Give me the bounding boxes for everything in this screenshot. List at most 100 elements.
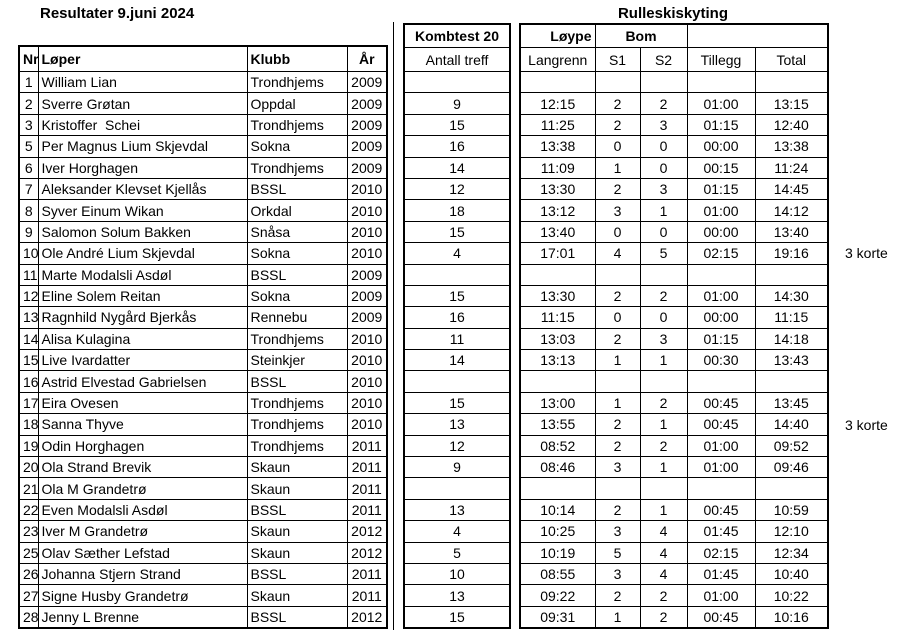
cell-tillegg: 01:00	[686, 92, 756, 115]
cell-tillegg: 00:15	[686, 156, 756, 179]
cell-ar: 2009	[346, 135, 388, 158]
cell-ar: 2010	[346, 177, 388, 201]
rulleski-row: 11:09 1 0 00:15 11:24	[519, 156, 829, 179]
cell-total: 09:46	[754, 456, 829, 479]
kombtest-row: 12	[403, 434, 511, 458]
results-row: 6 Iver Horghagen Trondhjems 2009	[18, 156, 388, 179]
cell-klubb: Sokna	[246, 135, 348, 158]
cell-antall-treff: 5	[403, 541, 511, 564]
cell-tillegg	[686, 370, 756, 393]
cell-nr: 20	[18, 456, 39, 479]
cell-nr: 12	[18, 284, 39, 308]
group-header-empty	[686, 23, 829, 48]
cell-loper: Odin Horghagen	[37, 434, 248, 458]
cell-antall-treff: 12	[403, 434, 511, 458]
cell-ar: 2010	[346, 391, 388, 415]
cell-nr: 27	[18, 584, 39, 607]
cell-nr: 17	[18, 391, 39, 415]
column-header-s1: S1	[594, 47, 641, 72]
cell-s2: 4	[639, 541, 688, 564]
kombtest-row	[403, 477, 511, 500]
cell-nr: 18	[18, 413, 39, 436]
cell-loper: William Lian	[37, 70, 248, 94]
cell-tillegg: 01:45	[686, 520, 756, 543]
cell-langrenn: 10:14	[519, 498, 596, 522]
kombtest-row: 13	[403, 413, 511, 436]
cell-langrenn: 11:09	[519, 156, 596, 179]
rulleski-row: 09:22 2 2 01:00 10:22	[519, 584, 829, 607]
rulleski-row: 13:03 2 3 01:15 14:18	[519, 327, 829, 351]
cell-s1: 2	[594, 92, 641, 115]
cell-klubb: BSSL	[246, 562, 348, 586]
rulleski-row: 13:40 0 0 00:00 13:40	[519, 220, 829, 244]
cell-ar: 2010	[346, 327, 388, 351]
cell-nr: 3	[18, 113, 39, 137]
cell-langrenn: 08:55	[519, 562, 596, 586]
cell-klubb: BSSL	[246, 605, 348, 629]
cell-s1: 4	[594, 242, 641, 265]
cell-total: 13:40	[754, 220, 829, 244]
kombtest-row: 4	[403, 242, 511, 265]
column-header-klubb: Klubb	[246, 45, 348, 72]
cell-ar: 2010	[346, 199, 388, 222]
cell-tillegg: 01:45	[686, 562, 756, 586]
cell-nr: 13	[18, 306, 39, 329]
cell-antall-treff: 4	[403, 520, 511, 543]
cell-loper: Marte Modalsli Asdøl	[37, 263, 248, 286]
cell-total: 11:24	[754, 156, 829, 179]
results-row: 15 Live Ivardatter Steinkjer 2010	[18, 349, 388, 372]
cell-ar: 2010	[346, 370, 388, 393]
cell-nr: 19	[18, 434, 39, 458]
cell-klubb: Orkdal	[246, 199, 348, 222]
rulleski-row: 17:01 4 5 02:15 19:16	[519, 242, 829, 265]
cell-s2: 0	[639, 156, 688, 179]
cell-ar: 2011	[346, 498, 388, 522]
rulleski-row	[519, 477, 829, 500]
cell-loper: Live Ivardatter	[37, 349, 248, 372]
cell-s1: 2	[594, 434, 641, 458]
cell-nr: 15	[18, 349, 39, 372]
kombtest-row: 16	[403, 306, 511, 329]
page-title-rulleskiskyting: Rulleskiskyting	[617, 5, 729, 22]
cell-total: 10:16	[754, 605, 829, 629]
cell-loper: Alisa Kulagina	[37, 327, 248, 351]
cell-tillegg: 01:15	[686, 113, 756, 137]
cell-tillegg: 01:00	[686, 434, 756, 458]
cell-s1: 1	[594, 605, 641, 629]
cell-klubb: Skaun	[246, 477, 348, 500]
kombtest-row: 18	[403, 199, 511, 222]
cell-loper: Even Modalsli Asdøl	[37, 498, 248, 522]
cell-s2: 4	[639, 520, 688, 543]
rulleski-row: 13:55 2 1 00:45 14:40	[519, 413, 829, 436]
cell-tillegg: 00:30	[686, 349, 756, 372]
cell-klubb: BSSL	[246, 370, 348, 393]
cell-s1: 2	[594, 584, 641, 607]
cell-langrenn: 13:40	[519, 220, 596, 244]
kombtest-table: Kombtest 20 Antall treff 9 15 16 14 12 18 15 4 1…	[403, 23, 511, 630]
cell-ar: 2009	[346, 284, 388, 308]
results-table: Nr Løper Klubb År 1 William Lian Trondhjem…	[18, 45, 388, 630]
cell-s2: 1	[639, 456, 688, 479]
cell-tillegg: 02:15	[686, 242, 756, 265]
cell-klubb: Trondhjems	[246, 156, 348, 179]
results-row: 25 Olav Sæther Lefstad Skaun 2012	[18, 541, 388, 564]
results-row: 11 Marte Modalsli Asdøl BSSL 2009	[18, 263, 388, 286]
cell-nr: 11	[18, 263, 39, 286]
cell-loper: Astrid Elvestad Gabrielsen	[37, 370, 248, 393]
cell-klubb: Steinkjer	[246, 349, 348, 372]
kombtest-row: 5	[403, 541, 511, 564]
cell-tillegg: 00:00	[686, 306, 756, 329]
cell-s1: 1	[594, 349, 641, 372]
cell-tillegg: 01:00	[686, 284, 756, 308]
cell-klubb: Trondhjems	[246, 391, 348, 415]
rulleski-row: 09:31 1 2 00:45 10:16	[519, 605, 829, 629]
cell-ar: 2011	[346, 456, 388, 479]
cell-total	[754, 477, 829, 500]
cell-total: 10:22	[754, 584, 829, 607]
rulleski-row: 13:13 1 1 00:30 13:43	[519, 349, 829, 372]
results-row: 3 Kristoffer Schei Trondhjems 2009	[18, 113, 388, 137]
cell-tillegg	[686, 70, 756, 94]
rulleski-row: 10:14 2 1 00:45 10:59	[519, 498, 829, 522]
cell-ar: 2009	[346, 263, 388, 286]
results-header-row: Nr Løper Klubb År	[18, 45, 388, 72]
